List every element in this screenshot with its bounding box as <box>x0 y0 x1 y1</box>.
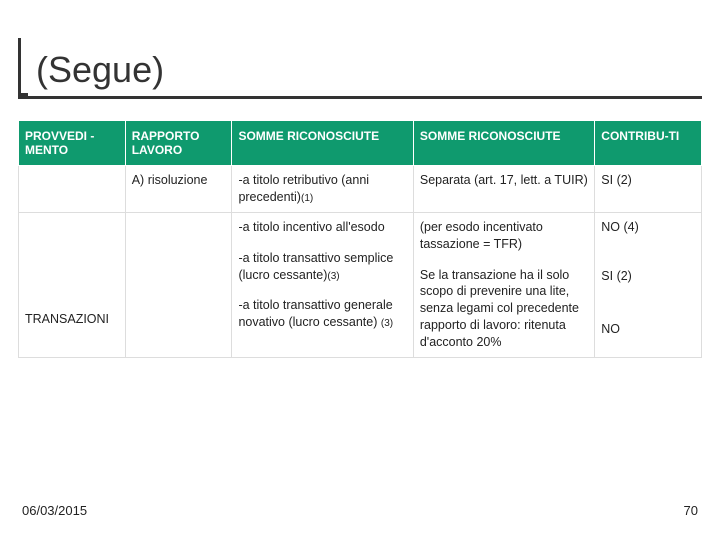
page-number: 70 <box>684 503 698 518</box>
title-decoration <box>18 38 28 96</box>
cell-text: -a titolo transattivo generale novativo … <box>238 298 392 329</box>
cell: Separata (art. 17, lett. a TUIR) <box>413 166 594 213</box>
cell <box>19 166 126 213</box>
slide-title: (Segue) <box>36 49 164 96</box>
cell-text: TRANSAZIONI <box>25 312 109 326</box>
slide-title-wrap: (Segue) <box>18 38 164 96</box>
cell: -a titolo incentivo all'esodo -a titolo … <box>232 212 413 357</box>
title-underline <box>18 96 702 99</box>
col-header: CONTRIBU-TI <box>595 121 702 166</box>
cell-line: NO <box>601 321 695 338</box>
table-row: A) risoluzione -a titolo retributivo (an… <box>19 166 702 213</box>
col-header: RAPPORTO LAVORO <box>125 121 232 166</box>
cell-line: SI (2) <box>601 268 695 285</box>
cell-text: -a titolo transattivo semplice (lucro ce… <box>238 251 393 282</box>
cell-line: (per esodo incentivato tassazione = TFR) <box>420 219 588 253</box>
cell: NO (4) SI (2) NO <box>595 212 702 357</box>
cell-line: Se la transazione ha il solo scopo di pr… <box>420 267 588 351</box>
cell: -a titolo retributivo (anni precedenti)(… <box>232 166 413 213</box>
col-header: SOMME RICONOSCIUTE <box>413 121 594 166</box>
col-header: PROVVEDI - MENTO <box>19 121 126 166</box>
cell-sub: (3) <box>327 271 339 282</box>
cell-line: -a titolo incentivo all'esodo <box>238 219 406 236</box>
cell: TRANSAZIONI <box>19 212 126 357</box>
cell <box>125 212 232 357</box>
cell-sub: (3) <box>381 318 393 329</box>
cell-line: NO (4) <box>601 219 695 236</box>
cell-line: -a titolo transattivo generale novativo … <box>238 297 406 331</box>
cell-sub: (1) <box>301 193 313 204</box>
content-table: PROVVEDI - MENTO RAPPORTO LAVORO SOMME R… <box>18 120 702 358</box>
col-header: SOMME RICONOSCIUTE <box>232 121 413 166</box>
table-row: TRANSAZIONI -a titolo incentivo all'esod… <box>19 212 702 357</box>
cell: (per esodo incentivato tassazione = TFR)… <box>413 212 594 357</box>
cell: SI (2) <box>595 166 702 213</box>
table-header-row: PROVVEDI - MENTO RAPPORTO LAVORO SOMME R… <box>19 121 702 166</box>
slide-date: 06/03/2015 <box>22 503 87 518</box>
cell-line: -a titolo transattivo semplice (lucro ce… <box>238 250 406 284</box>
cell: A) risoluzione <box>125 166 232 213</box>
